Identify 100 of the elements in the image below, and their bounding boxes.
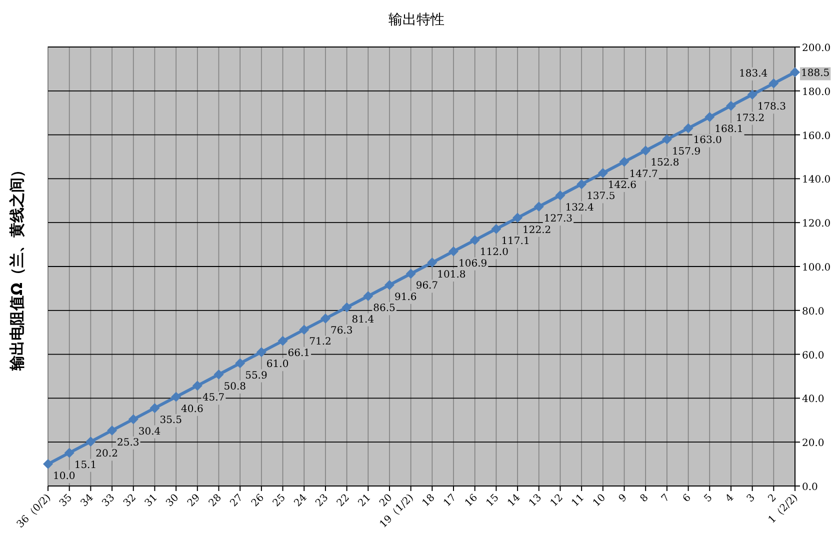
- x-tick-label: 2: [766, 492, 779, 505]
- x-tick-label: 3: [745, 492, 758, 505]
- data-label: 91.6: [394, 292, 417, 303]
- ytick: 120.0: [802, 218, 831, 230]
- point: [640, 146, 651, 156]
- point: [491, 224, 502, 234]
- point: [619, 156, 630, 167]
- x-tick-label: 35: [58, 492, 74, 510]
- data-label: 30.4: [138, 426, 161, 438]
- point: [534, 202, 544, 212]
- point: [448, 246, 459, 256]
- point: [790, 67, 800, 78]
- x-tick-label: 27: [228, 492, 246, 510]
- point: [363, 291, 374, 302]
- data-label: 147.7: [629, 168, 658, 180]
- x-tick-label: 29: [186, 492, 203, 510]
- data-label: 81.4: [352, 314, 374, 326]
- data-label: 137.5: [586, 191, 616, 202]
- ytick: 160.0: [802, 130, 831, 142]
- data-label: 25.3: [117, 437, 140, 448]
- x-tick-label: 24: [292, 492, 310, 510]
- x-tick-label: 36（0/2): [15, 492, 54, 530]
- point: [150, 403, 160, 414]
- data-label: 35.5: [160, 415, 182, 426]
- data-label: 106.9: [458, 258, 488, 270]
- data-label: 168.1: [714, 124, 744, 136]
- point: [278, 336, 288, 346]
- x-tick-label: 31: [143, 492, 160, 510]
- x-tick-label: 34: [79, 492, 96, 510]
- point: [171, 392, 182, 402]
- ytick: 100.0: [802, 262, 831, 274]
- data-label: 122.2: [522, 224, 552, 236]
- data-label: 45.7: [202, 392, 225, 404]
- x-tick-label: 8: [638, 492, 651, 505]
- y-axis-title: 输出电阻值Ω（兰、黄线之间）: [8, 162, 26, 372]
- data-label: 178.3: [757, 102, 786, 113]
- point: [235, 358, 246, 368]
- point: [192, 380, 202, 391]
- point: [107, 425, 118, 436]
- data-label: 50.8: [224, 381, 246, 392]
- data-label: 183.4: [739, 68, 768, 80]
- x-tick-label: 16: [463, 492, 480, 510]
- point: [662, 134, 672, 144]
- data-label: 142.6: [608, 180, 637, 191]
- data-label: 117.1: [501, 236, 530, 247]
- point: [342, 302, 352, 312]
- data-label: 10.0: [53, 471, 76, 482]
- point: [256, 347, 266, 358]
- ytick: 180.0: [802, 86, 831, 98]
- data-label: 127.3: [544, 214, 573, 225]
- x-tick-label: 17: [442, 492, 459, 510]
- data-label: 15.1: [74, 460, 97, 471]
- point: [598, 168, 608, 178]
- point: [768, 78, 779, 88]
- point: [406, 268, 416, 279]
- point: [683, 123, 694, 134]
- x-tick-label: 33: [100, 492, 118, 510]
- point: [704, 112, 715, 122]
- point: [43, 459, 53, 470]
- x-tick-label: 13: [527, 492, 544, 510]
- ytick: 0.0: [802, 482, 818, 493]
- ytick: 40.0: [802, 394, 824, 406]
- data-label: 173.2: [736, 112, 765, 124]
- point: [512, 212, 523, 223]
- x-tick-label: 7: [660, 492, 672, 505]
- ytick: 80.0: [802, 306, 824, 318]
- point: [299, 324, 310, 335]
- data-label: 20.2: [96, 448, 118, 460]
- point: [427, 258, 438, 268]
- data-label: 112.0: [480, 247, 508, 258]
- data-label: 132.4: [565, 202, 594, 214]
- point: [86, 436, 96, 447]
- data-label: 61.0: [266, 359, 289, 370]
- x-tick-label: 4: [724, 492, 736, 505]
- point: [726, 100, 736, 111]
- x-tick-label: 9: [617, 492, 630, 505]
- x-tick-label: 14: [506, 492, 523, 510]
- point: [470, 235, 480, 246]
- data-label: 86.5: [373, 303, 396, 314]
- x-tick-label: 23: [314, 492, 331, 510]
- data-label: 163.0: [693, 135, 722, 146]
- data-label: 76.3: [330, 326, 353, 337]
- data-label: 40.6: [181, 404, 204, 415]
- x-tick-label: 25: [271, 492, 288, 510]
- x-tick-label: 32: [122, 492, 138, 510]
- x-tick-label: 6: [681, 492, 694, 505]
- data-label: 71.2: [309, 336, 332, 348]
- x-tick-label: 18: [420, 492, 438, 510]
- point: [128, 414, 138, 424]
- data-label: 188.5: [801, 68, 830, 80]
- point: [576, 179, 587, 190]
- ytick: 200.0: [802, 43, 831, 54]
- point: [214, 369, 224, 380]
- x-tick-label: 22: [335, 492, 352, 510]
- x-tick-label: 15: [484, 492, 502, 510]
- ytick: 20.0: [802, 438, 824, 450]
- point: [555, 190, 566, 200]
- data-label: 101.8: [437, 270, 466, 281]
- data-label: 55.9: [245, 370, 268, 382]
- x-tick-label: 28: [207, 492, 224, 510]
